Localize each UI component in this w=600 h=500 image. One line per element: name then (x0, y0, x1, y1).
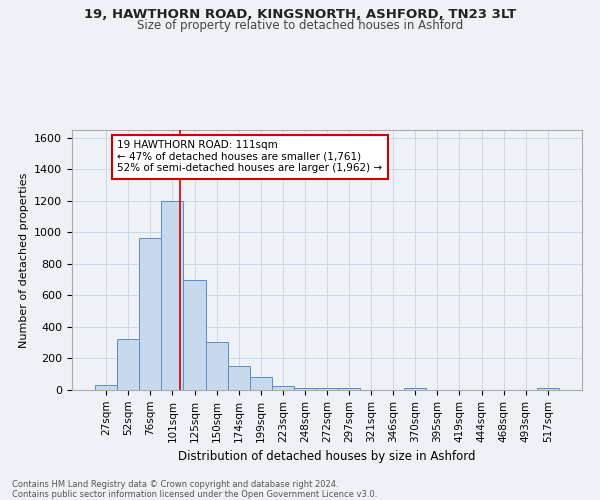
Bar (294, 388, 316, 390)
Bar (95, 386, 117, 390)
Bar (250, 378, 272, 390)
Text: 19, HAWTHORN ROAD, KINGSNORTH, ASHFORD, TN23 3LT: 19, HAWTHORN ROAD, KINGSNORTH, ASHFORD, … (84, 8, 516, 20)
Bar (139, 238, 161, 390)
Bar (537, 388, 559, 390)
X-axis label: Distribution of detached houses by size in Ashford: Distribution of detached houses by size … (178, 450, 476, 463)
Bar (227, 366, 250, 390)
Y-axis label: Number of detached properties: Number of detached properties (19, 172, 29, 348)
Bar (161, 201, 184, 390)
Bar (184, 280, 206, 390)
Text: Size of property relative to detached houses in Ashford: Size of property relative to detached ho… (137, 19, 463, 32)
Bar (206, 342, 227, 390)
Bar (272, 386, 294, 390)
Text: 19 HAWTHORN ROAD: 111sqm
← 47% of detached houses are smaller (1,761)
52% of sem: 19 HAWTHORN ROAD: 111sqm ← 47% of detach… (117, 140, 382, 173)
Bar (316, 388, 338, 390)
Bar (117, 339, 139, 390)
Bar (338, 388, 360, 390)
Bar (404, 388, 427, 390)
Text: Contains HM Land Registry data © Crown copyright and database right 2024.
Contai: Contains HM Land Registry data © Crown c… (12, 480, 377, 499)
